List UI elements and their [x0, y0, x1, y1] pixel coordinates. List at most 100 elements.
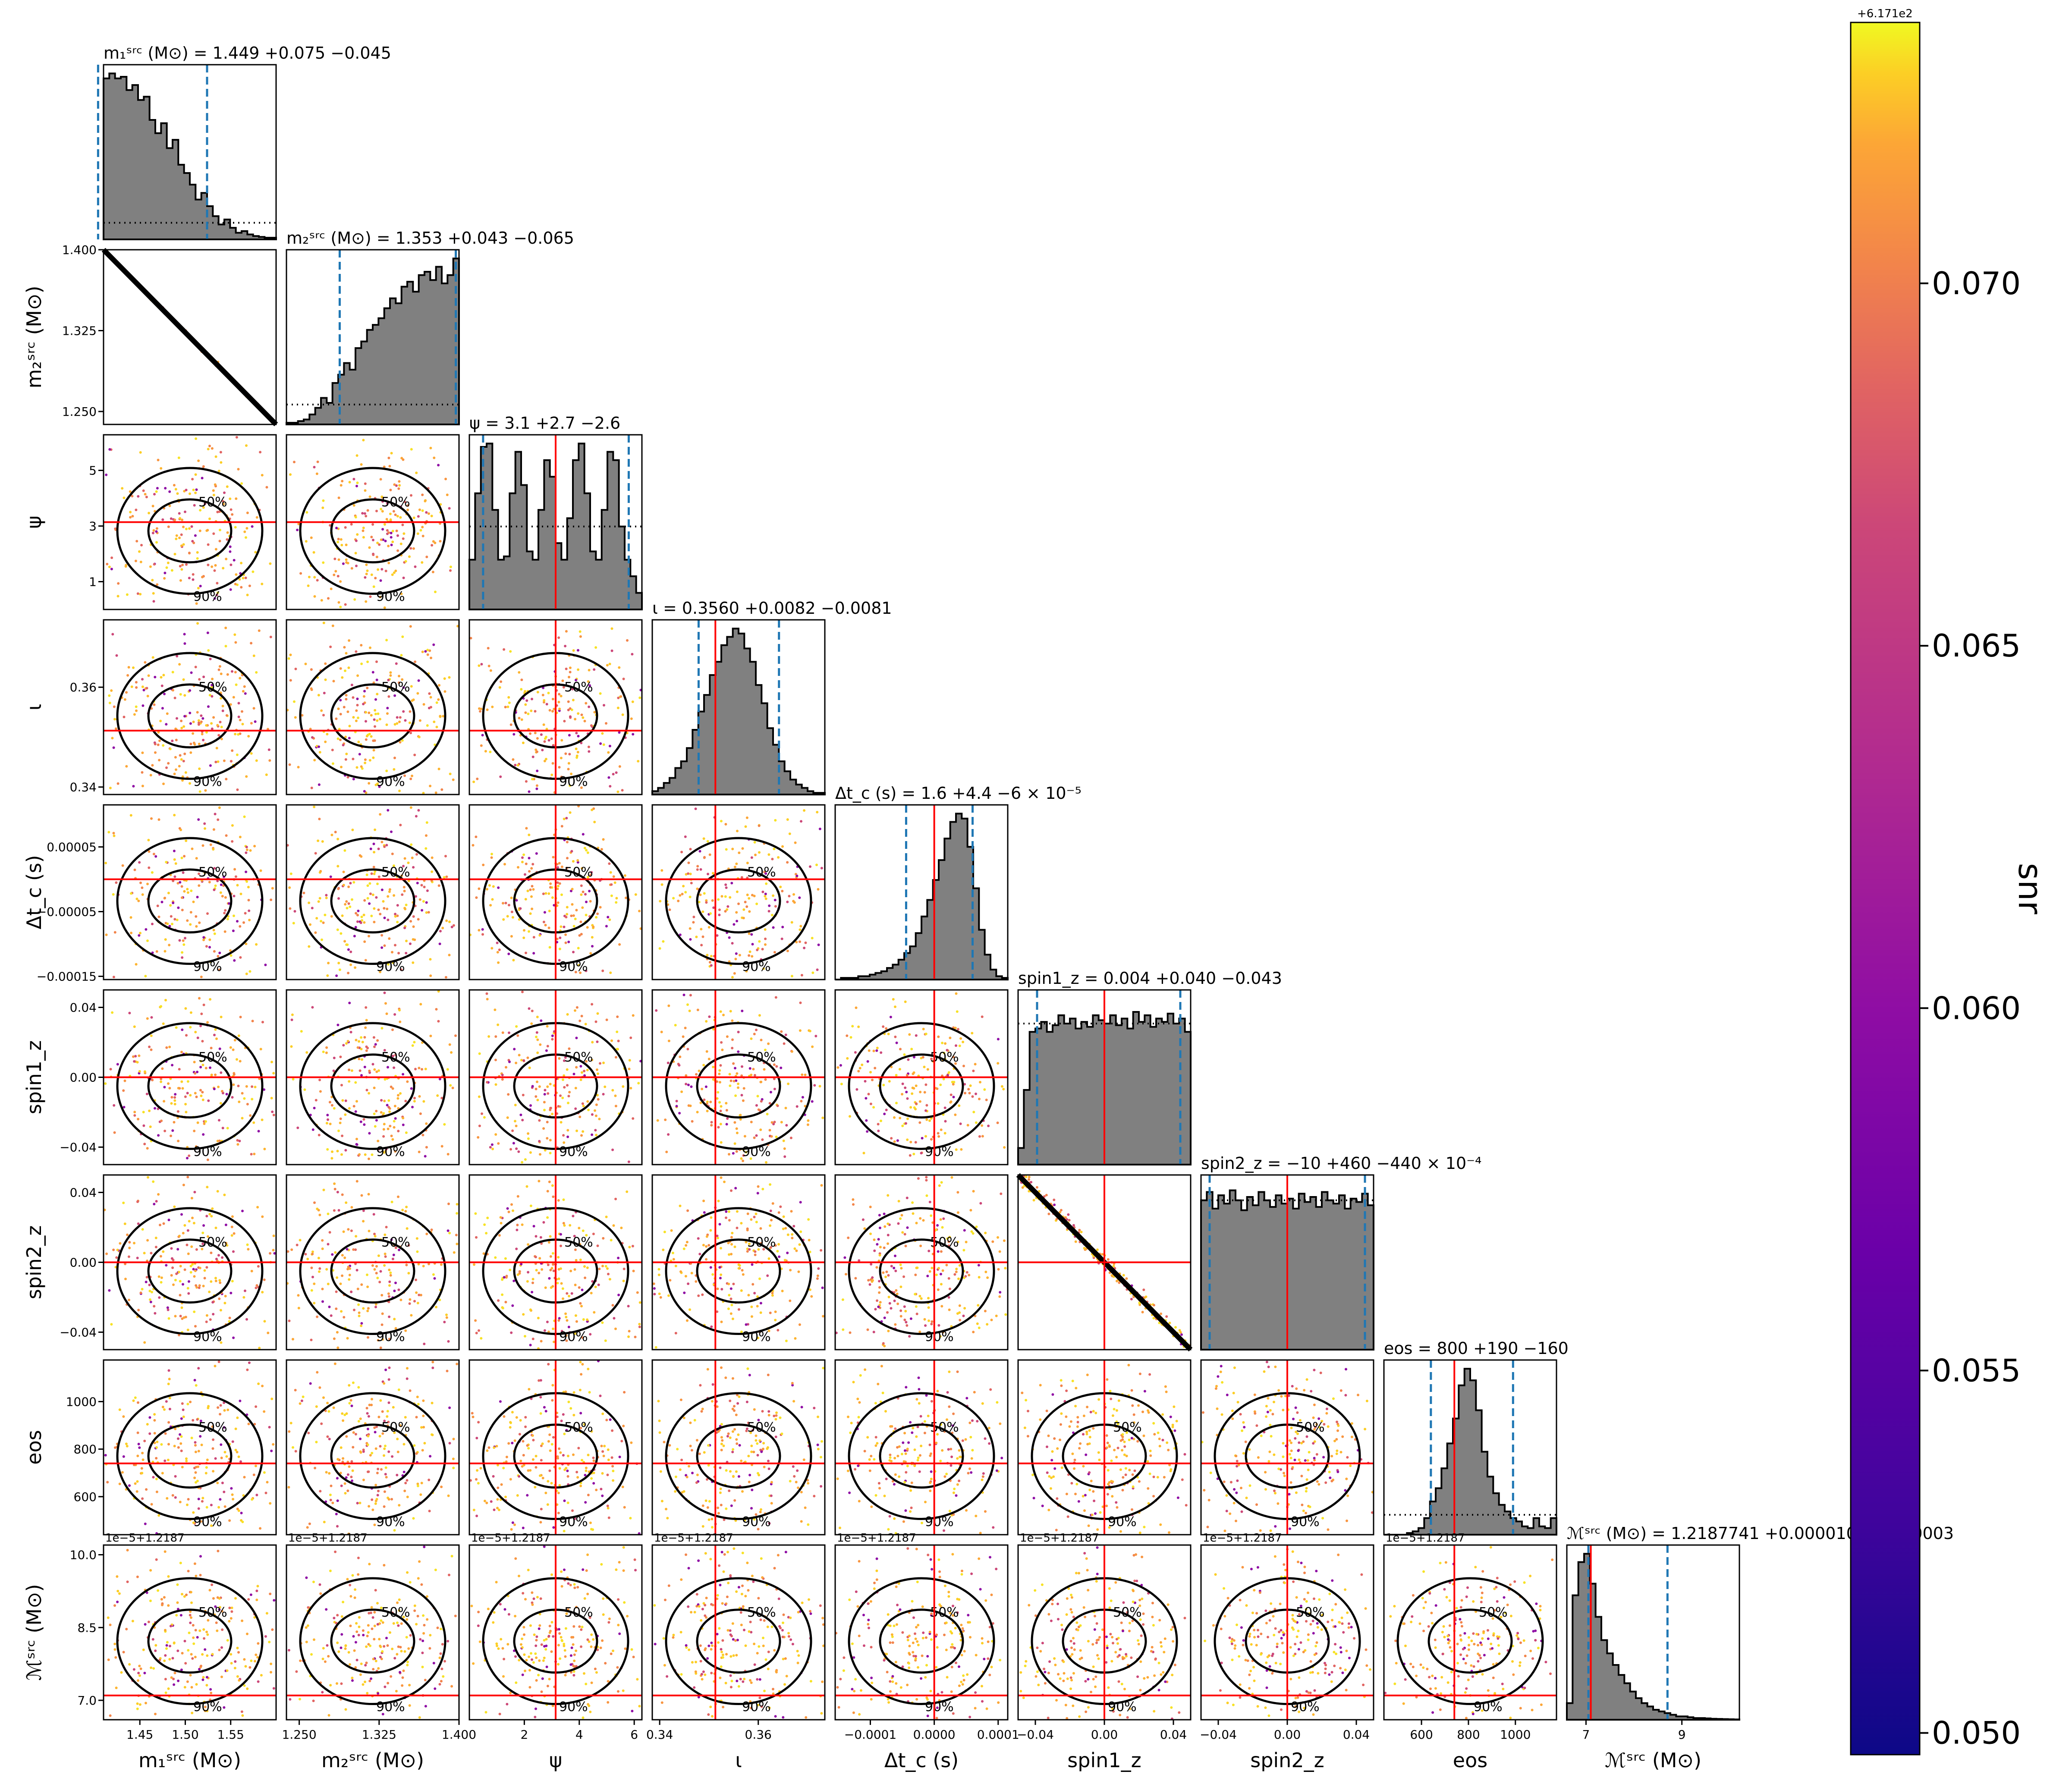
- sample-point: [1152, 1317, 1155, 1319]
- sample-point: [244, 576, 247, 579]
- sample-point: [760, 1100, 763, 1103]
- sample-point: [701, 910, 704, 913]
- sample-point: [202, 506, 205, 509]
- sample-point: [720, 1105, 723, 1108]
- sample-point: [203, 822, 206, 825]
- sample-point: [543, 740, 546, 743]
- sample-point: [692, 921, 695, 924]
- sample-point: [154, 1246, 157, 1249]
- sample-point: [139, 560, 142, 563]
- sample-point: [424, 847, 428, 850]
- sample-point: [441, 927, 444, 930]
- sample-point: [179, 754, 182, 757]
- sample-point: [409, 920, 412, 923]
- sample-point: [448, 1231, 451, 1234]
- sample-point: [230, 563, 233, 566]
- sample-point: [915, 1084, 918, 1087]
- sample-point: [474, 1212, 477, 1215]
- sample-point: [377, 848, 380, 850]
- sample-point: [503, 1276, 506, 1279]
- sample-point: [170, 517, 173, 520]
- sample-point: [941, 1042, 944, 1044]
- sample-point: [232, 696, 235, 699]
- sample-point: [565, 667, 568, 670]
- sample-point: [686, 1048, 689, 1051]
- sample-point: [1068, 1219, 1071, 1222]
- sample-point: [198, 790, 201, 793]
- sample-point: [842, 1328, 845, 1331]
- sample-point: [551, 1038, 554, 1041]
- sample-point: [364, 576, 367, 579]
- sample-point: [395, 662, 398, 665]
- sample-point: [157, 731, 160, 734]
- sample-point: [944, 1120, 947, 1123]
- sample-point: [194, 534, 197, 537]
- sample-point: [361, 767, 364, 770]
- sample-point: [500, 680, 503, 683]
- sample-point: [148, 1109, 151, 1112]
- sample-point: [137, 1118, 140, 1121]
- sample-point: [557, 1256, 560, 1259]
- sample-point: [730, 1189, 733, 1192]
- sample-point: [490, 853, 493, 855]
- sample-point: [748, 897, 751, 900]
- contour-90: [299, 837, 446, 965]
- sample-point: [753, 1292, 756, 1294]
- sample-point: [405, 952, 408, 955]
- sample-point: [791, 1233, 794, 1236]
- sample-point: [1142, 1288, 1145, 1291]
- sample-point: [128, 1298, 130, 1301]
- sample-point: [877, 1123, 880, 1126]
- sample-point: [148, 850, 151, 853]
- sample-point: [214, 1279, 217, 1282]
- sample-point: [403, 500, 406, 503]
- sample-point: [355, 454, 358, 457]
- sample-point: [174, 488, 177, 491]
- sample-point: [128, 1247, 131, 1250]
- sample-point: [766, 1274, 769, 1277]
- sample-point: [394, 915, 397, 918]
- sample-point: [168, 1087, 171, 1090]
- sample-point: [185, 489, 188, 491]
- sample-point: [914, 1108, 917, 1111]
- sample-point: [356, 914, 359, 917]
- sample-point: [241, 1092, 244, 1095]
- sample-point: [685, 1083, 688, 1086]
- sample-point: [780, 1121, 783, 1124]
- sample-point: [193, 1310, 196, 1313]
- sample-point: [421, 493, 424, 496]
- sample-point: [435, 701, 438, 704]
- sample-point: [718, 1266, 721, 1269]
- sample-point: [966, 1124, 969, 1127]
- sample-point: [845, 1273, 847, 1276]
- sample-point: [209, 657, 212, 660]
- sample-point: [569, 671, 572, 674]
- sample-point: [209, 1066, 211, 1069]
- sample-point: [524, 873, 526, 876]
- sample-point: [689, 1308, 691, 1311]
- sample-point: [410, 1314, 413, 1317]
- sample-point: [171, 923, 173, 926]
- sample-point: [612, 1224, 615, 1227]
- sample-point: [580, 741, 583, 744]
- sample-point: [362, 914, 365, 917]
- sample-point: [321, 938, 323, 941]
- sample-point: [1165, 1315, 1168, 1318]
- sample-point: [558, 948, 561, 950]
- sample-point: [939, 1084, 942, 1086]
- sample-point: [496, 951, 499, 954]
- sample-point: [558, 693, 561, 696]
- sample-point: [379, 1270, 382, 1273]
- sample-point: [915, 1266, 918, 1269]
- sample-point: [421, 909, 424, 912]
- sample-point: [734, 1067, 736, 1070]
- sample-point: [521, 1118, 524, 1121]
- sample-point: [311, 1253, 314, 1256]
- sample-point: [358, 1040, 360, 1043]
- sample-point: [526, 1280, 529, 1283]
- sample-point: [710, 1325, 713, 1328]
- sample-point: [393, 757, 396, 760]
- sample-point: [911, 1201, 914, 1204]
- sample-point: [593, 1311, 596, 1314]
- sample-point: [449, 569, 452, 572]
